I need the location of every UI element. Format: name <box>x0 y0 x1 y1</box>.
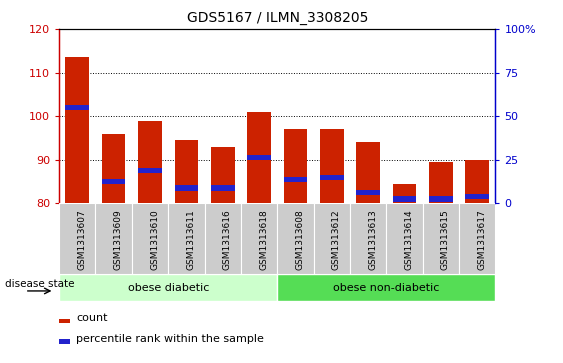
Text: obese diabetic: obese diabetic <box>127 283 209 293</box>
Text: GSM1313607: GSM1313607 <box>77 209 86 270</box>
Bar <box>175 140 198 203</box>
Bar <box>284 177 307 182</box>
Bar <box>393 184 417 203</box>
Bar <box>356 142 380 203</box>
Bar <box>459 203 495 274</box>
Text: percentile rank within the sample: percentile rank within the sample <box>76 334 264 344</box>
Bar <box>168 203 204 274</box>
Bar <box>132 203 168 274</box>
Bar <box>59 203 96 274</box>
Text: obese non-diabetic: obese non-diabetic <box>333 283 440 293</box>
Bar <box>102 179 126 184</box>
Text: GSM1313609: GSM1313609 <box>114 209 123 270</box>
Text: disease state: disease state <box>5 278 74 289</box>
Bar <box>284 129 307 203</box>
Bar <box>247 155 271 160</box>
Text: GSM1313608: GSM1313608 <box>296 209 305 270</box>
Bar <box>466 194 489 199</box>
Text: GSM1313611: GSM1313611 <box>186 209 195 270</box>
Bar <box>59 318 70 323</box>
Bar <box>429 196 453 201</box>
Bar <box>211 147 235 203</box>
Bar <box>96 203 132 274</box>
Bar <box>65 57 89 203</box>
Bar <box>59 274 277 301</box>
Text: GSM1313612: GSM1313612 <box>332 209 341 270</box>
Bar <box>393 196 417 201</box>
Bar <box>277 274 495 301</box>
Title: GDS5167 / ILMN_3308205: GDS5167 / ILMN_3308205 <box>186 11 368 25</box>
Bar <box>204 203 241 274</box>
Bar <box>423 203 459 274</box>
Bar <box>466 160 489 203</box>
Bar <box>278 203 314 274</box>
Bar <box>356 190 380 195</box>
Bar <box>65 105 89 110</box>
Bar <box>211 185 235 191</box>
Bar <box>386 203 423 274</box>
Bar <box>429 162 453 203</box>
Bar <box>241 203 277 274</box>
Text: GSM1313616: GSM1313616 <box>223 209 232 270</box>
Bar <box>320 129 343 203</box>
Text: GSM1313614: GSM1313614 <box>405 209 414 270</box>
Bar <box>314 203 350 274</box>
Text: GSM1313615: GSM1313615 <box>441 209 450 270</box>
Bar <box>320 175 343 180</box>
Text: GSM1313617: GSM1313617 <box>477 209 486 270</box>
Bar <box>247 112 271 203</box>
Bar <box>59 339 70 344</box>
Bar <box>138 168 162 173</box>
Bar <box>350 203 386 274</box>
Text: GSM1313610: GSM1313610 <box>150 209 159 270</box>
Text: GSM1313613: GSM1313613 <box>368 209 377 270</box>
Text: GSM1313618: GSM1313618 <box>259 209 268 270</box>
Bar <box>175 185 198 191</box>
Text: count: count <box>76 313 108 323</box>
Bar <box>102 134 126 203</box>
Bar <box>138 121 162 203</box>
